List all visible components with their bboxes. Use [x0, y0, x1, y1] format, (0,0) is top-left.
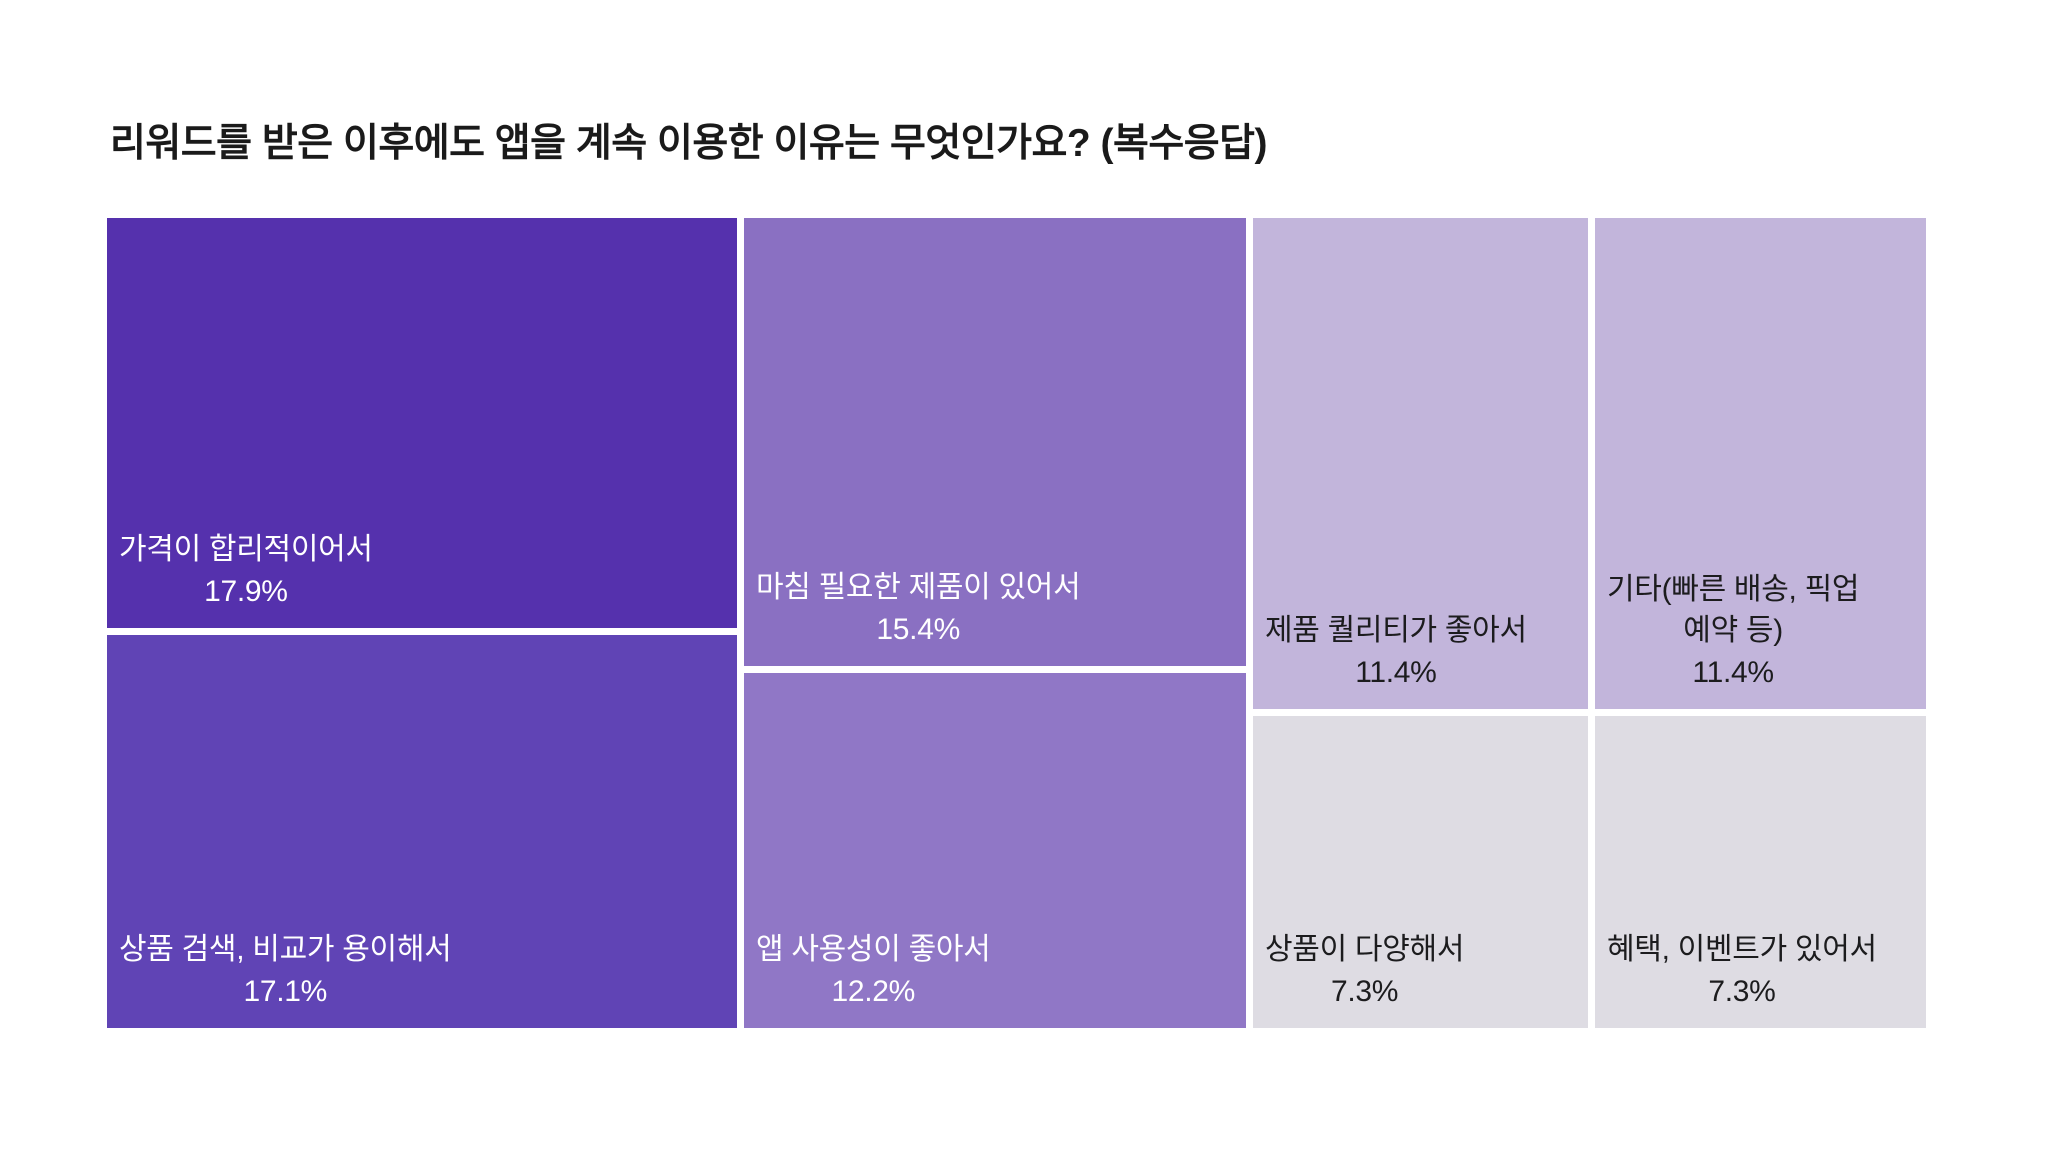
treemap-cell-1: 상품 검색, 비교가 용이해서 17.1% [107, 635, 737, 1028]
treemap-cell-label: 혜택, 이벤트가 있어서 [1607, 933, 1877, 967]
treemap-cell-4: 제품 퀄리티가 좋아서 11.4% [1253, 218, 1588, 709]
treemap-cell-value: 17.1% [243, 974, 328, 1008]
treemap-cell-value: 11.4% [1355, 655, 1437, 689]
treemap-cell-6: 상품이 다양해서 7.3% [1253, 716, 1588, 1028]
treemap-cell-label: 상품이 다양해서 [1265, 933, 1465, 967]
treemap-cell-value: 15.4% [876, 612, 960, 646]
treemap-cell-value: 7.3% [1708, 974, 1776, 1008]
treemap-cell-label: 마침 필요한 제품이 있어서 [756, 571, 1081, 605]
treemap-cell-5: 기타(빠른 배송, 픽업 예약 등) 11.4% [1595, 218, 1926, 709]
treemap-cell-value: 17.9% [204, 574, 288, 608]
treemap-cell-3: 앱 사용성이 좋아서 12.2% [744, 673, 1246, 1028]
treemap: 가격이 합리적이어서 17.9% 상품 검색, 비교가 용이해서 17.1% 마침 필요… [107, 218, 1926, 1028]
treemap-cell-label: 제품 퀄리티가 좋아서 [1265, 614, 1527, 648]
chart-title: 리워드를 받은 이후에도 앱을 계속 이용한 이유는 무엇인가요? (복수응답) [110, 122, 1268, 165]
treemap-cell-value: 7.3% [1330, 974, 1399, 1008]
treemap-cell-label: 가격이 합리적이어서 [119, 533, 373, 567]
treemap-cell-label: 앱 사용성이 좋아서 [756, 933, 991, 967]
treemap-cell-label: 기타(빠른 배송, 픽업 예약 등) [1607, 572, 1860, 648]
treemap-cell-7: 혜택, 이벤트가 있어서 7.3% [1595, 716, 1926, 1028]
treemap-cell-label: 상품 검색, 비교가 용이해서 [119, 933, 452, 967]
treemap-cell-2: 마침 필요한 제품이 있어서 15.4% [744, 218, 1246, 666]
treemap-cell-value: 12.2% [831, 974, 916, 1008]
treemap-cell-0: 가격이 합리적이어서 17.9% [107, 218, 737, 628]
treemap-cell-value: 11.4% [1692, 655, 1774, 689]
